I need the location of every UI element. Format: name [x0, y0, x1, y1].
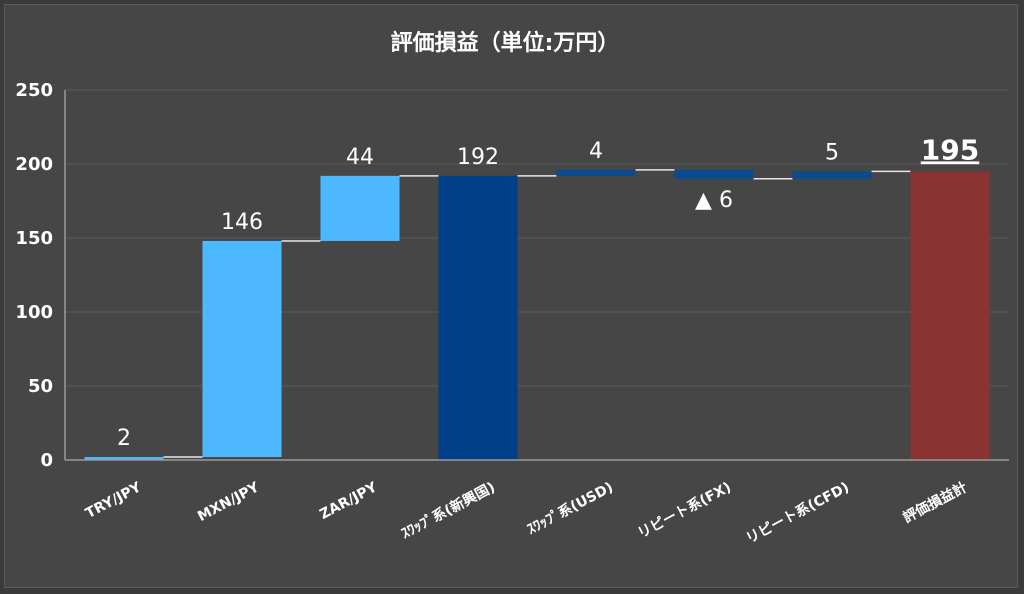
bar — [792, 171, 872, 179]
data-label: 2 — [117, 426, 131, 451]
connector-lines — [163, 169, 911, 458]
data-label: 5 — [825, 140, 839, 165]
bar — [320, 175, 400, 241]
waterfall-chart: 評価損益（単位:万円） 2 146 44 192 4 ▲ 6 5 195 0 50 100 150 2… — [15, 30, 1009, 548]
bar — [84, 457, 164, 460]
x-tick-label: リピート系(CFD) — [743, 479, 852, 548]
data-label: 146 — [221, 210, 263, 235]
y-tick-label: 0 — [40, 450, 53, 471]
y-tick-label: 250 — [15, 80, 53, 101]
x-tick-label: TRY/JPY — [83, 479, 145, 522]
x-tick-label: リピート系(FX) — [635, 479, 734, 542]
bar — [556, 169, 636, 176]
x-tick-label: ｽﾜｯﾌﾟ系(USD) — [524, 479, 616, 539]
chart-frame: 評価損益（単位:万円） 2 146 44 192 4 ▲ 6 5 195 0 50 100 150 2… — [4, 4, 1018, 588]
data-label: ▲ 6 — [695, 188, 733, 213]
data-labels: 2 146 44 192 4 ▲ 6 5 195 — [117, 133, 979, 451]
data-label: 195 — [921, 133, 979, 166]
y-axis-ticks: 0 50 100 150 200 250 — [15, 80, 53, 471]
x-tick-label: ZAR/JPY — [317, 479, 380, 523]
x-tick-label: ｽﾜｯﾌﾟ系(新興国) — [398, 479, 498, 543]
x-tick-label: MXN/JPY — [195, 479, 263, 525]
data-label: 4 — [589, 139, 603, 164]
bar — [910, 171, 990, 460]
bar — [674, 169, 754, 179]
bars — [84, 169, 990, 460]
y-tick-label: 50 — [28, 376, 53, 397]
y-tick-label: 200 — [15, 154, 53, 175]
chart-title: 評価損益（単位:万円） — [391, 30, 620, 56]
data-label: 44 — [346, 145, 374, 170]
data-label: 192 — [457, 145, 499, 170]
x-tick-label: 評価損益計 — [900, 479, 970, 527]
bar — [202, 240, 282, 458]
bar — [438, 175, 518, 460]
y-tick-label: 100 — [15, 302, 53, 323]
y-tick-label: 150 — [15, 228, 53, 249]
x-axis-ticks: TRY/JPY MXN/JPY ZAR/JPY ｽﾜｯﾌﾟ系(新興国) ｽﾜｯﾌﾟ系(U… — [83, 479, 970, 548]
